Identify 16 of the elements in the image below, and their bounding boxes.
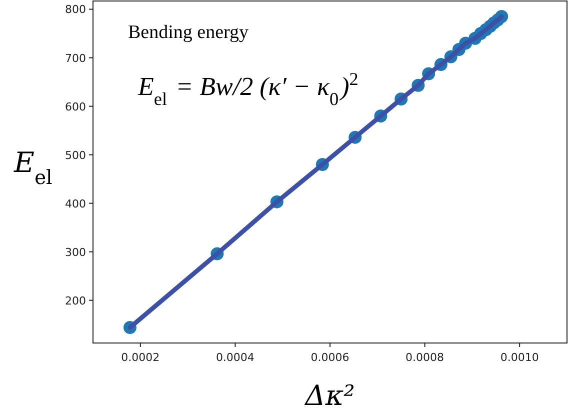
x-tick-label: 0.0004 — [216, 351, 254, 364]
x-tick-label: 0.0008 — [406, 351, 444, 364]
y-tick-label: 600 — [65, 100, 86, 114]
y-tick-label: 300 — [65, 246, 86, 259]
annotation: Bending energy — [128, 22, 249, 43]
y-tick-label: 700 — [65, 52, 86, 65]
x-axis-title: Δκ² — [304, 379, 355, 412]
x-tick-label: 0.0002 — [121, 351, 160, 364]
x-tick-label: 0.0010 — [500, 351, 539, 364]
y-axis-title: E$_{el}$ — [13, 146, 52, 188]
y-tick-label: 800 — [65, 3, 86, 16]
y-tick-label: 400 — [65, 197, 86, 210]
annotation: E$_{el}$ = Bw/2 (κ′ − κ$_{0}$)$^{2}$ — [137, 69, 358, 109]
y-tick-label: 500 — [65, 148, 86, 162]
x-tick-label: 0.0006 — [310, 351, 350, 364]
y-tick-label: 200 — [65, 294, 86, 308]
